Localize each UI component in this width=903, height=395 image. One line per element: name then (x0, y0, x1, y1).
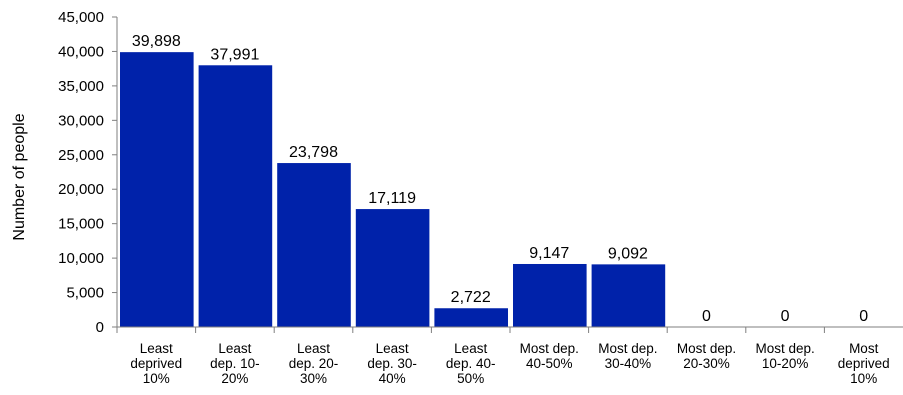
y-tick-label: 20,000 (58, 181, 104, 198)
data-label: 37,991 (210, 46, 259, 63)
y-tick-label: 30,000 (58, 112, 104, 129)
y-axis-label: Number of people (11, 113, 28, 240)
x-tick-label: Most deprived 10% (838, 341, 890, 386)
bar (355, 209, 430, 327)
bar (198, 65, 273, 327)
data-label: 0 (859, 308, 868, 325)
y-axis: 0 5,000 10,000 15,000 20,000 25,000 30,000 35,0… (58, 9, 117, 336)
y-tick-label: 15,000 (58, 216, 104, 233)
data-label: 9,092 (608, 245, 648, 262)
y-tick-label: 40,000 (58, 43, 104, 60)
bars (120, 52, 666, 328)
data-label: 0 (702, 308, 711, 325)
x-tick-label: Most dep. 10-20% (755, 341, 814, 371)
x-tick-label: Least deprived 10% (130, 341, 182, 386)
x-tick-label: Least dep. 40-50% (446, 341, 496, 386)
data-label: 2,722 (451, 289, 491, 306)
bar (434, 308, 508, 327)
data-label: 39,898 (132, 33, 181, 50)
data-labels: 39,898 37,991 23,798 17,119 2,722 9,147 9,092 0… (132, 33, 868, 325)
data-label: 17,119 (368, 190, 416, 207)
x-tick-label: Least dep. 20-30% (289, 341, 339, 386)
x-axis: Least deprived 10% Least dep. 10-20% Least dep… (116, 327, 890, 386)
x-tick-label: Least dep. 30-40% (367, 341, 417, 386)
x-tick-label: Most dep. 40-50% (520, 341, 579, 371)
data-label: 9,147 (529, 245, 569, 262)
x-tick-label: Most dep. 30-40% (598, 341, 657, 371)
x-tick-label: Least dep. 10-20% (210, 341, 260, 386)
bar (591, 264, 666, 327)
y-tick-label: 0 (96, 319, 104, 336)
data-label: 23,798 (289, 144, 338, 161)
y-tick-label: 45,000 (58, 9, 104, 26)
bar (277, 163, 351, 327)
y-tick-label: 5,000 (66, 285, 104, 302)
bar (120, 52, 194, 328)
bar (513, 263, 587, 327)
y-tick-label: 25,000 (58, 147, 104, 164)
y-tick-label: 35,000 (58, 78, 104, 95)
data-label: 0 (781, 308, 790, 325)
y-tick-label: 10,000 (58, 250, 104, 267)
x-tick-label: Most dep. 20-30% (677, 341, 736, 371)
